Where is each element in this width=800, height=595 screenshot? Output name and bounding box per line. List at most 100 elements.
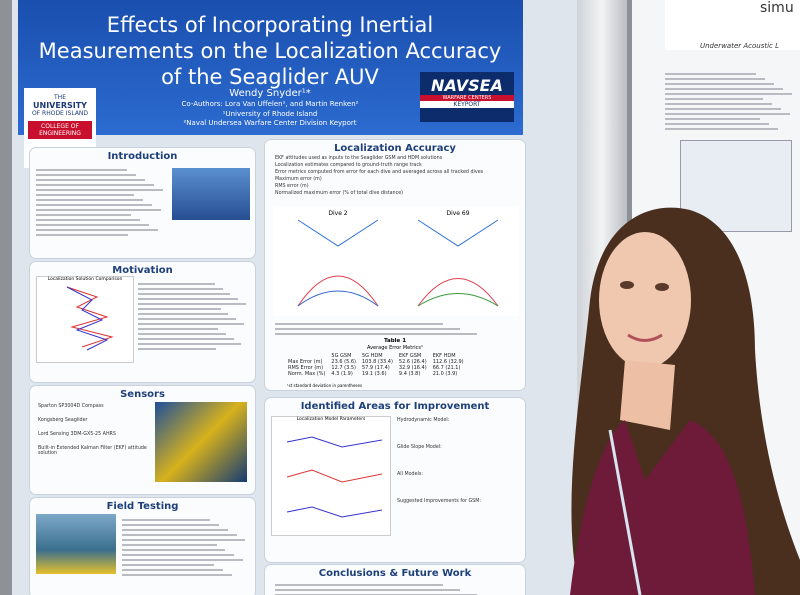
- bullet-list: Sparton SP3004D Compass Kongsberg Seaglid…: [38, 404, 148, 465]
- mouth: [627, 333, 663, 342]
- text-line: [275, 328, 460, 330]
- text-line: [138, 318, 236, 320]
- table-cell: 21.0 (3.9): [432, 371, 458, 377]
- bullet: Localization estimates compared to groun…: [275, 163, 422, 168]
- text-line: [665, 113, 790, 115]
- section-box: Sensors Sparton SP3004D Compass Kongsberg…: [30, 386, 255, 494]
- plot-line: [417, 278, 499, 307]
- plot-line: [297, 219, 379, 247]
- figure: [36, 514, 116, 574]
- section-heading: Localization Accuracy: [334, 143, 456, 154]
- text-line: [138, 323, 244, 325]
- table-cell: 103.8 (33.4): [361, 359, 393, 365]
- text-line: [665, 118, 760, 120]
- plot-title: Dive 2: [328, 210, 347, 217]
- text-line: [36, 169, 127, 171]
- bullet-list: EKF attitudes used as inputs to the Seag…: [275, 156, 515, 198]
- text-line: [122, 519, 211, 521]
- section-heading: Introduction: [107, 151, 178, 162]
- text-line: [122, 559, 243, 561]
- text-line: [36, 194, 134, 196]
- text-line: [138, 293, 231, 295]
- bullet: All Models:: [397, 472, 423, 477]
- text-line: [665, 83, 775, 85]
- text-line: [665, 98, 763, 100]
- logo-text: WARFARE CENTERS: [420, 95, 514, 101]
- text-line: [665, 73, 756, 75]
- section-box: Introduction: [30, 148, 255, 258]
- text-line: [122, 569, 223, 571]
- table-cell: 23.6 (5.6): [331, 359, 356, 365]
- figure-bg: [273, 206, 519, 316]
- table-caption: Table 1: [383, 338, 407, 344]
- text-line: [138, 283, 215, 285]
- text-line: [665, 93, 793, 95]
- logo-text: NAVSEA: [431, 76, 503, 95]
- person: [570, 207, 800, 595]
- body-text: [36, 166, 166, 239]
- affiliation: ²Naval Undersea Warfare Center Division …: [183, 119, 357, 127]
- bullet: EKF attitudes used as inputs to the Seag…: [275, 156, 443, 161]
- plot-line: [297, 275, 379, 307]
- bullet: RMS error (m): [275, 184, 309, 189]
- table-row: Norm. Max (%) 4.3 (1.9) 19.1 (3.6) 9.4 (3.8…: [285, 371, 467, 377]
- section-heading: Conclusions & Future Work: [318, 568, 472, 579]
- column-header: 5G GSM: [331, 353, 352, 359]
- table: 5G GSM 5G HDM EKF GSM EKF HDM Max Error (m) 2…: [285, 353, 467, 377]
- side-title: simu: [760, 0, 794, 16]
- section-heading: Field Testing: [106, 501, 179, 512]
- section-box: Motivation Localization Solution Compari…: [30, 262, 255, 382]
- bullet-list: Hydrodynamic Model: Glide Slope Model: All…: [397, 418, 519, 526]
- bullet: Normalized maximum error (% of total div…: [275, 191, 404, 196]
- text-line: [122, 549, 226, 551]
- face: [599, 232, 691, 368]
- figure-drawing: [286, 436, 383, 518]
- plot-line: [417, 219, 499, 247]
- table-cell: 32.9 (16.4): [398, 365, 427, 371]
- body-text: [138, 280, 248, 353]
- text-line: [665, 103, 772, 105]
- section-heading: Motivation: [112, 265, 173, 276]
- text-line: [138, 288, 223, 290]
- text-line: [275, 333, 477, 335]
- text-line: [665, 123, 769, 125]
- eye: [655, 283, 669, 291]
- logo-text: KEYPORT: [420, 101, 514, 108]
- caption-text: [275, 320, 515, 338]
- text-line: [122, 524, 220, 526]
- text-line: [122, 564, 214, 566]
- affiliation: ¹University of Rhode Island: [222, 110, 318, 118]
- side-subtitle: Underwater Acoustic L: [700, 42, 780, 50]
- section-box: Conclusions & Future Work: [265, 565, 525, 595]
- text-line: [138, 333, 226, 335]
- text-line: [138, 303, 246, 305]
- column-header: EKF HDM: [432, 353, 456, 359]
- logo-text: OF RHODE ISLAND: [31, 110, 89, 117]
- table-cell: 12.7 (3.5): [331, 365, 356, 371]
- table-cell: Max Error (m): [288, 359, 323, 365]
- poster-title: Effects of Incorporating Inertial Measur…: [38, 13, 502, 89]
- bullet: Maximum error (m): [275, 177, 322, 182]
- text-line: [36, 234, 129, 236]
- text-line: [138, 308, 221, 310]
- table-row: Max Error (m) 23.6 (5.6) 103.8 (33.4) 52.6 …: [285, 359, 467, 365]
- text-line: [36, 209, 161, 211]
- text-line: [122, 554, 235, 556]
- section-heading: Sensors: [120, 389, 165, 400]
- body-text: [275, 581, 515, 595]
- table-title: Average Error Metrics¹: [366, 345, 424, 351]
- text-line: [36, 219, 140, 221]
- text-line: [36, 184, 155, 186]
- text-line: [36, 199, 143, 201]
- text-line: [275, 589, 460, 591]
- column-header: EKF GSM: [398, 353, 422, 359]
- figure-title: Localization Model Parameters: [296, 417, 366, 422]
- text-line: [36, 189, 164, 191]
- table-cell: Norm. Max (%): [288, 371, 326, 377]
- bullet: Kongsberg Seaglider: [38, 418, 88, 423]
- table-row: RMS Error (m) 12.7 (3.5) 57.9 (17.4) 32.9 (…: [285, 365, 467, 371]
- bullet: Hydrodynamic Model:: [397, 418, 450, 423]
- section-box: Identified Areas for Improvement Localiz…: [265, 398, 525, 562]
- text-line: [138, 298, 239, 300]
